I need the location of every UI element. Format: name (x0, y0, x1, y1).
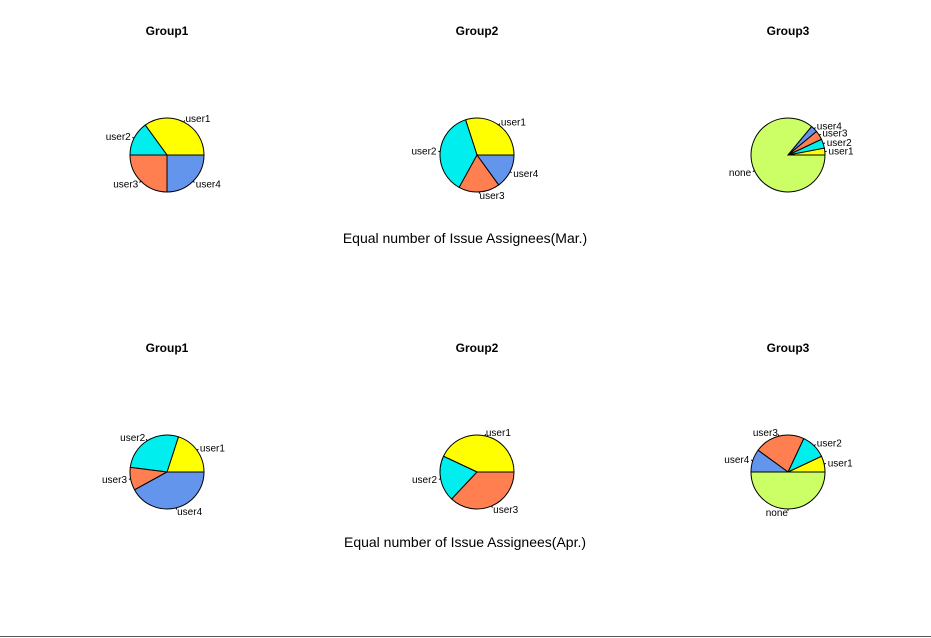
pie-label-user4: user4 (177, 507, 202, 518)
pie-label-user4: user4 (513, 169, 538, 180)
pie-slice-user3 (757, 434, 805, 473)
pie-label-user1: user1 (828, 459, 853, 470)
pie-group2-apr: user1 user2 user3 (412, 428, 519, 516)
pie-slice-user4 (476, 154, 515, 186)
pie-title-group2-mar: Group2 (456, 24, 499, 38)
pie-title-group3-apr: Group3 (767, 341, 810, 355)
pie-label-user1: user1 (200, 444, 225, 455)
pie-group2-mar: user1 user2 user3 user4 (411, 117, 539, 202)
pie-leader-user4 (509, 171, 512, 174)
pie-slice-user3 (458, 154, 500, 193)
pie-leader-user1 (498, 123, 501, 126)
pie-slice-user3 (450, 471, 515, 510)
pie-leader-none (752, 170, 755, 172)
pie-leader-user3 (139, 180, 142, 183)
pie-label-user1: user1 (185, 114, 210, 125)
pie-label-user1: user1 (486, 428, 511, 439)
pie-label-user1: user1 (829, 147, 854, 158)
pie-label-user3: user3 (113, 179, 138, 190)
pie-leader-user2 (813, 444, 816, 447)
pie-label-user3: user3 (480, 191, 505, 202)
pie-label-user3: user3 (822, 129, 847, 140)
pie-leader-user3 (818, 133, 822, 136)
pie-leader-user4 (750, 459, 753, 462)
pie-slice-user2 (129, 434, 180, 473)
pie-leader-user1 (183, 120, 186, 123)
pie-title-group1-mar: Group1 (146, 24, 189, 38)
pie-label-user2: user2 (827, 138, 852, 149)
pie-label-user4: user4 (724, 455, 749, 466)
pie-label-none: none (766, 508, 789, 519)
pie-leader-user2 (145, 438, 148, 442)
pie-label-user3: user3 (102, 475, 127, 486)
pie-label-user2: user2 (412, 475, 437, 486)
pie-label-user2: user2 (817, 439, 842, 450)
pie-label-user2: user2 (411, 147, 436, 158)
pie-leader-user4 (192, 180, 195, 183)
pie-group3-apr: user1 user2 user3 user4 none (724, 428, 853, 519)
pie-leader-user3 (491, 505, 493, 508)
pie-group1-mar: user1 user2 user3 user4 (106, 114, 221, 193)
pie-leader-user2 (132, 136, 135, 139)
pie-label-none: none (729, 168, 752, 179)
pie-slice-none (750, 117, 826, 193)
row-apr: Group1 Group2 Group3 user1user2user3user… (102, 341, 853, 550)
pie-title-group1-apr: Group1 (146, 341, 189, 355)
pie-slice-user2 (439, 119, 478, 189)
pie-label-user4: user4 (817, 122, 842, 133)
pie-slice-none (750, 471, 826, 510)
pie-group1-apr: user1 user2 user3 user4 (102, 433, 225, 518)
row-title-apr: Equal number of Issue Assignees(Apr.) (344, 534, 586, 550)
pie-label-user3: user3 (493, 505, 518, 516)
pie-label-user1: user1 (501, 118, 526, 129)
pie-label-user3: user3 (753, 428, 778, 439)
pie-title-group2-apr: Group2 (456, 341, 499, 355)
pie-leader-user2 (823, 142, 826, 145)
pie-title-group3-mar: Group3 (767, 24, 810, 38)
pie-label-user2: user2 (120, 433, 145, 444)
pie-leader-user1 (196, 448, 199, 451)
pie-label-user4: user4 (196, 179, 221, 190)
pie-slice-user1 (144, 117, 205, 156)
pie-slice-user4 (133, 471, 205, 510)
row-title-mar: Equal number of Issue Assignees(Mar.) (343, 230, 587, 246)
pie-leader-user4 (813, 127, 816, 130)
pie-label-user2: user2 (106, 132, 131, 143)
